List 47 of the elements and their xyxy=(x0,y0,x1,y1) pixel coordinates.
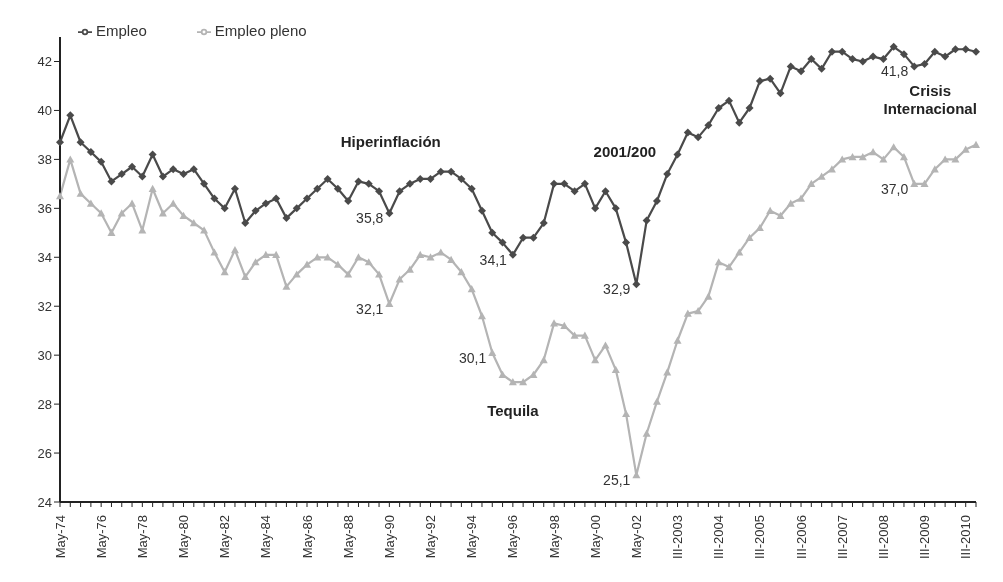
y-tick-label: 38 xyxy=(37,152,52,168)
x-tick-label: May-78 xyxy=(134,515,150,559)
x-tick-label: May-90 xyxy=(381,515,397,559)
data-label: 34,1 xyxy=(479,251,508,268)
legend-label: Empleo xyxy=(96,22,147,39)
x-tick-label: May-84 xyxy=(258,515,274,559)
data-label: 25,1 xyxy=(603,472,631,489)
data-label: 32,1 xyxy=(356,300,384,317)
x-tick-label: May-80 xyxy=(176,515,192,559)
x-tick-label: May-92 xyxy=(423,515,439,559)
data-label: 32,9 xyxy=(603,281,631,298)
x-tick-label: May-74 xyxy=(52,515,68,559)
x-tick-label: May-02 xyxy=(628,515,644,559)
annotation: Hiperinflación xyxy=(340,132,441,150)
x-tick-label: May-00 xyxy=(587,515,603,559)
x-tick-label: May-76 xyxy=(93,515,109,559)
x-tick-label: May-82 xyxy=(217,515,233,559)
x-tick-label: III-2007 xyxy=(834,515,850,560)
y-tick-label: 36 xyxy=(37,200,52,216)
annotation: 2001/200 xyxy=(593,142,657,160)
y-tick-label: 32 xyxy=(37,298,52,314)
data-label: 35,8 xyxy=(356,210,384,227)
x-tick-label: III-2005 xyxy=(752,515,768,560)
x-tick-label: III-2008 xyxy=(875,515,891,560)
x-tick-label: III-2010 xyxy=(958,515,974,560)
x-tick-label: May-98 xyxy=(546,515,562,559)
legend-label: Empleo pleno xyxy=(214,22,307,39)
y-tick-label: 24 xyxy=(37,494,52,510)
y-tick-label: 28 xyxy=(37,396,52,412)
y-tick-label: 30 xyxy=(37,347,52,363)
x-tick-label: May-94 xyxy=(464,515,480,559)
annotation: Crisis Internacional xyxy=(883,82,977,118)
x-tick-label: May-88 xyxy=(340,515,356,559)
x-tick-label: May-86 xyxy=(299,515,315,559)
y-tick-label: 40 xyxy=(37,103,52,119)
x-tick-label: May-96 xyxy=(505,515,521,559)
data-label: 41,8 xyxy=(881,63,909,80)
y-tick-label: 26 xyxy=(37,445,52,461)
x-tick-label: III-2003 xyxy=(670,515,686,560)
data-label: 30,1 xyxy=(459,349,487,366)
y-tick-label: 42 xyxy=(37,54,52,70)
y-tick-label: 34 xyxy=(37,249,52,265)
x-tick-label: III-2009 xyxy=(917,515,933,560)
x-tick-label: III-2004 xyxy=(711,515,727,560)
x-tick-label: III-2006 xyxy=(793,515,809,560)
annotation: Tequila xyxy=(487,401,540,419)
data-label: 37,0 xyxy=(881,180,909,197)
